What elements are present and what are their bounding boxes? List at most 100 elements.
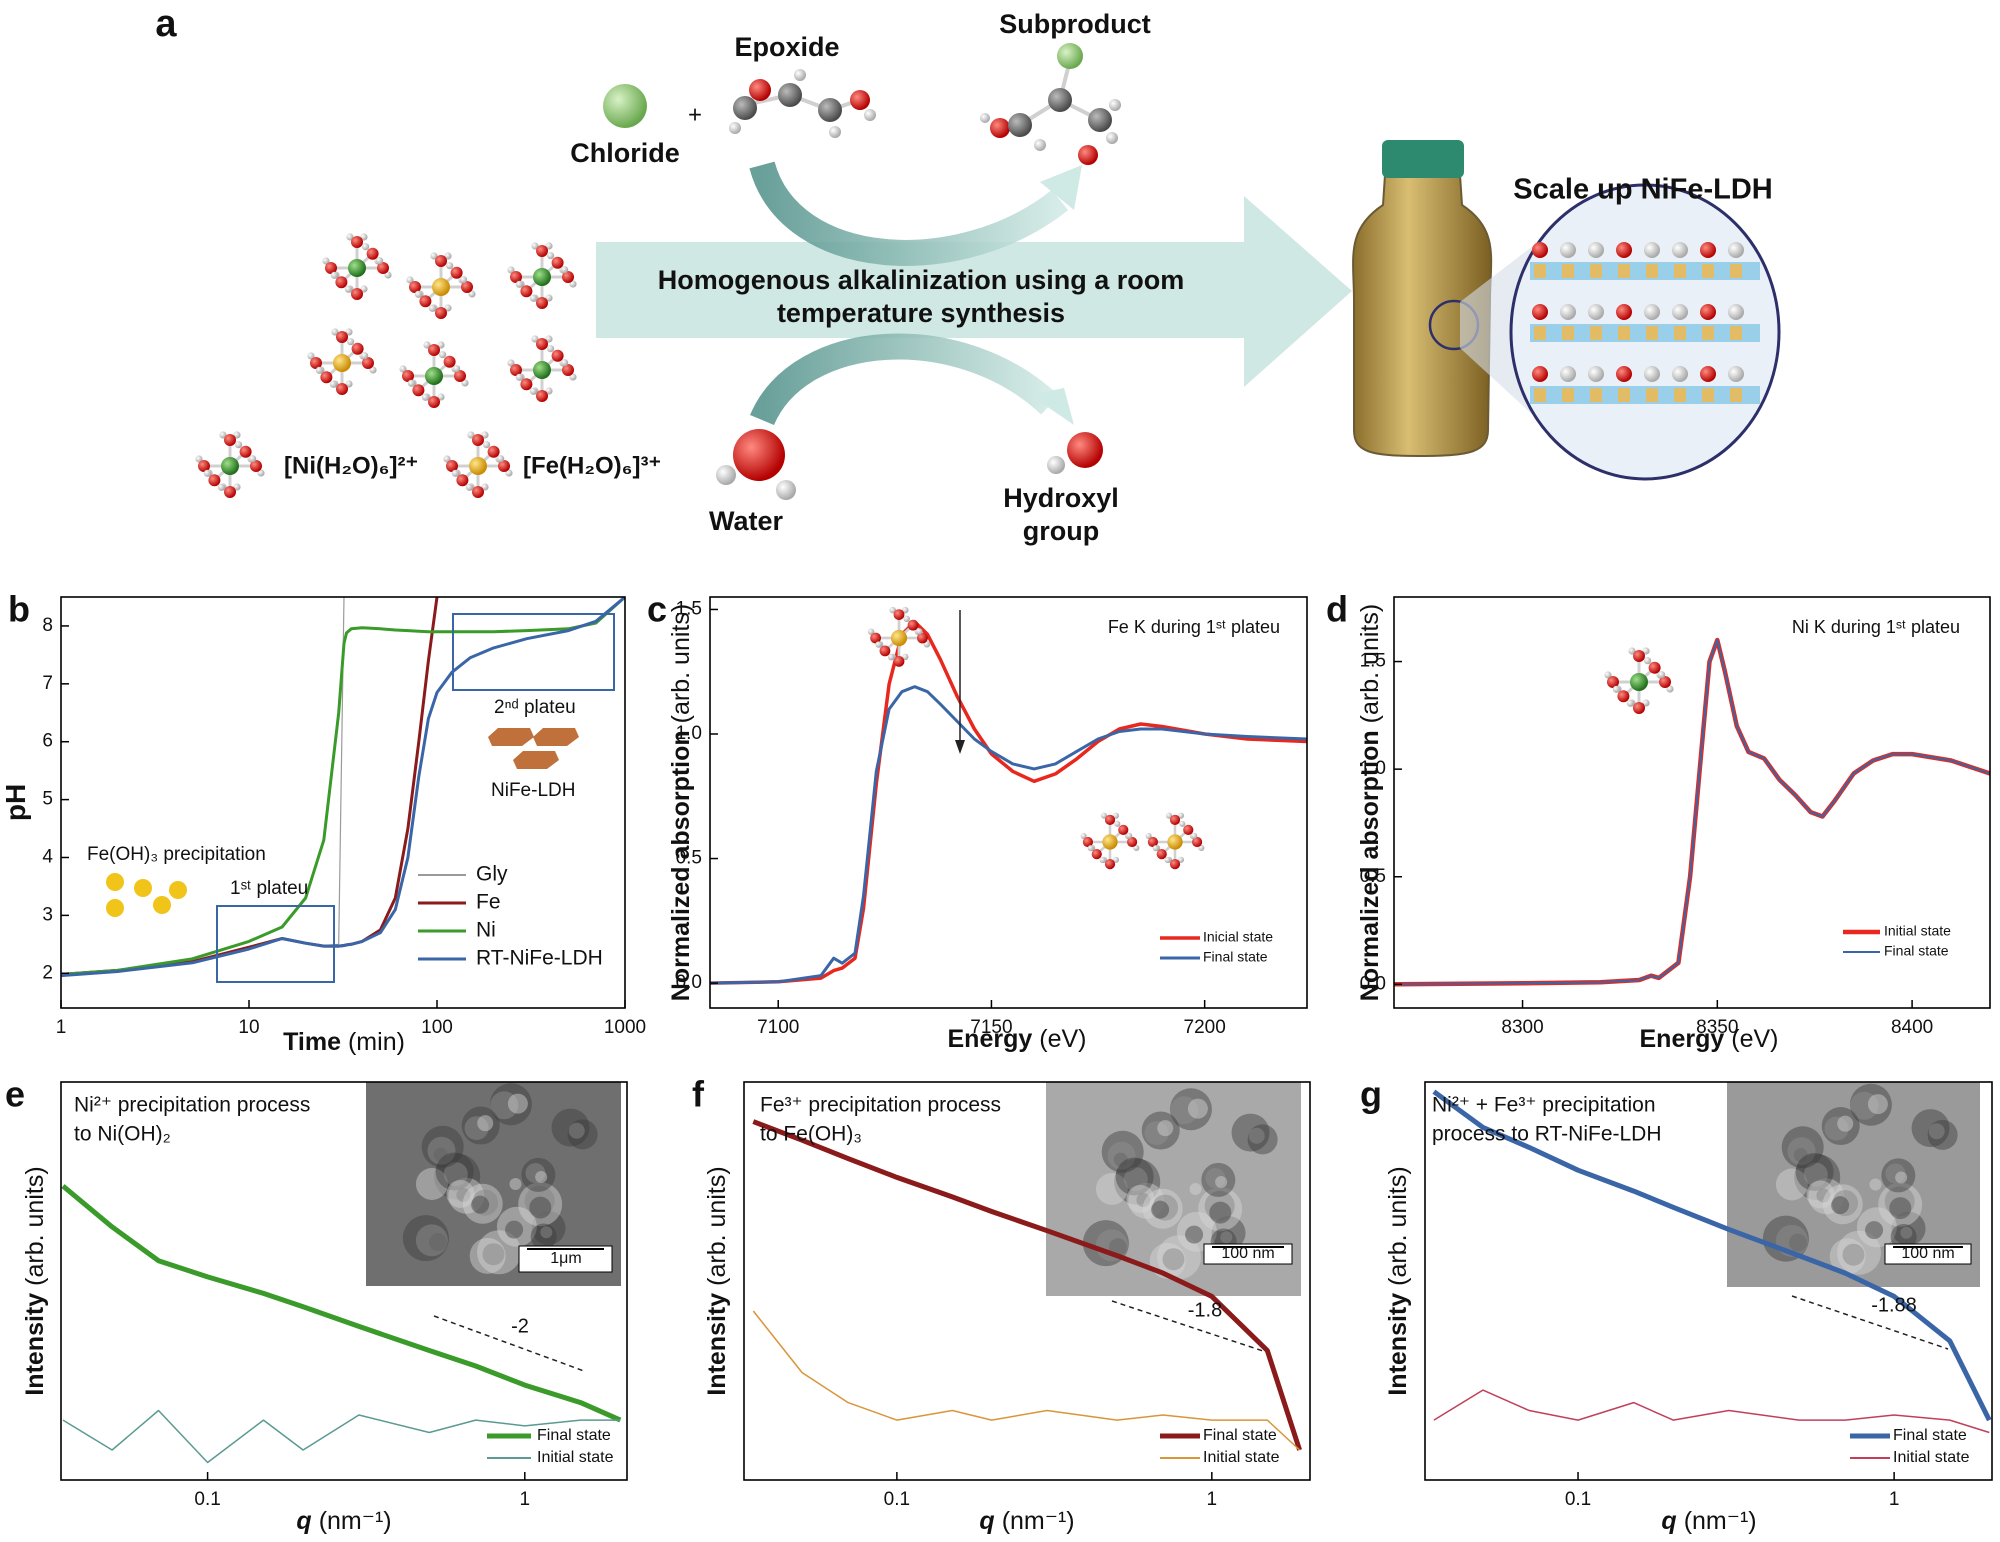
series-line xyxy=(61,597,345,975)
atom xyxy=(310,357,322,369)
inset-texture xyxy=(1837,1230,1882,1275)
y-tick-label: 8 xyxy=(42,615,53,636)
atom xyxy=(414,290,422,298)
ldh-octahedron xyxy=(1534,326,1546,340)
x-tick-label: 10 xyxy=(238,1017,259,1038)
atom xyxy=(257,469,265,477)
atom xyxy=(1532,304,1548,320)
atom xyxy=(1672,242,1688,258)
atom xyxy=(461,281,473,293)
inset-texture xyxy=(525,1163,546,1184)
inset-texture xyxy=(435,1152,474,1191)
x-tick-label: 1000 xyxy=(604,1017,646,1038)
scale-bar-box xyxy=(1884,1243,1972,1265)
panel-label: a xyxy=(155,3,177,45)
atom xyxy=(1642,647,1650,655)
atom xyxy=(1588,304,1604,320)
atom xyxy=(1616,304,1632,320)
inset-texture xyxy=(505,1220,524,1239)
plot-frame xyxy=(1424,1081,1993,1481)
annotation: Ni²⁺ precipitation process xyxy=(74,1094,310,1117)
atom xyxy=(1532,366,1548,382)
inset-texture xyxy=(1831,1196,1850,1215)
atom xyxy=(533,268,551,286)
atom xyxy=(432,278,450,296)
atom xyxy=(481,431,489,439)
inset-texture xyxy=(1881,1158,1916,1193)
x-tick-label: 0.1 xyxy=(884,1489,910,1510)
atom xyxy=(203,469,211,477)
atom xyxy=(1633,650,1645,662)
scale-bar-box xyxy=(518,1245,613,1273)
y-axis-label-unit: (arb. units) xyxy=(21,1166,49,1285)
atom xyxy=(1644,657,1652,665)
annotation: NiFe-LDH xyxy=(491,780,575,801)
label: Epoxide xyxy=(734,32,839,62)
series-line xyxy=(61,597,439,976)
atom xyxy=(1700,366,1716,382)
y-axis-label: Normalized absorption (arb. units) xyxy=(1356,604,1384,1001)
y-tick-label: 0.5 xyxy=(676,848,702,869)
inset-texture xyxy=(1865,1221,1884,1240)
ldh-octahedron xyxy=(1646,326,1658,340)
legend-label: Final state xyxy=(537,1427,611,1444)
plateau-box xyxy=(452,613,615,691)
atom xyxy=(1560,304,1576,320)
ldh-octahedron xyxy=(1590,388,1602,402)
x-axis-label-unit: (nm⁻¹) xyxy=(1684,1507,1757,1535)
y-tick-label: 3 xyxy=(42,904,53,925)
label: + xyxy=(688,101,702,128)
atom xyxy=(1106,132,1118,144)
atom xyxy=(406,276,414,284)
inset-texture xyxy=(1142,1188,1183,1229)
atom xyxy=(733,96,757,120)
y-tick-label: 2 xyxy=(42,962,53,983)
inset-texture xyxy=(521,1157,556,1192)
atom xyxy=(536,297,548,309)
inset-texture xyxy=(1157,1235,1202,1280)
atom xyxy=(217,483,225,491)
inset-texture xyxy=(1762,1215,1809,1262)
inset-texture xyxy=(1152,1194,1179,1221)
ldh-octahedron xyxy=(1646,388,1658,402)
curved-arrow xyxy=(750,333,1059,426)
atom xyxy=(1118,824,1129,835)
atom xyxy=(446,262,454,270)
inset-texture xyxy=(1869,1178,1882,1191)
ldh-octahedron xyxy=(1730,264,1742,278)
ldh-octahedron xyxy=(1702,388,1714,402)
atom xyxy=(1112,812,1120,819)
precipitate-dot xyxy=(169,881,187,899)
inset-texture xyxy=(1151,1200,1170,1219)
atom xyxy=(1604,671,1612,679)
atom xyxy=(733,429,785,481)
inset-texture xyxy=(464,1116,489,1141)
plot-frame xyxy=(709,596,1308,1009)
ldh-octahedron xyxy=(1590,326,1602,340)
atom xyxy=(1560,242,1576,258)
atom xyxy=(443,455,451,463)
x-axis-label-unit: (eV) xyxy=(1731,1025,1778,1053)
inset-texture xyxy=(477,1115,494,1132)
atom xyxy=(333,354,351,372)
inset-texture xyxy=(1114,1158,1161,1205)
atom xyxy=(1588,366,1604,382)
inset-texture xyxy=(1211,1216,1246,1251)
atom xyxy=(531,335,539,343)
inset-texture xyxy=(446,1179,475,1208)
inset-texture xyxy=(461,1106,500,1145)
x-axis-label: q (nm⁻¹) xyxy=(1661,1507,1756,1535)
atom xyxy=(1126,832,1133,839)
atom xyxy=(923,641,931,648)
series-line xyxy=(1394,639,1990,986)
x-tick-label: 0.1 xyxy=(1565,1489,1591,1510)
inset-texture xyxy=(529,1196,552,1219)
legend-label: Initial state xyxy=(537,1449,614,1466)
atom xyxy=(1644,366,1660,382)
series-line xyxy=(710,685,1307,985)
inset-texture xyxy=(1787,1137,1816,1166)
inset-texture xyxy=(415,1224,448,1257)
y-axis-label-main: Normalized absorption xyxy=(667,730,695,1001)
inset-texture xyxy=(1220,1231,1233,1244)
atom xyxy=(437,341,445,349)
